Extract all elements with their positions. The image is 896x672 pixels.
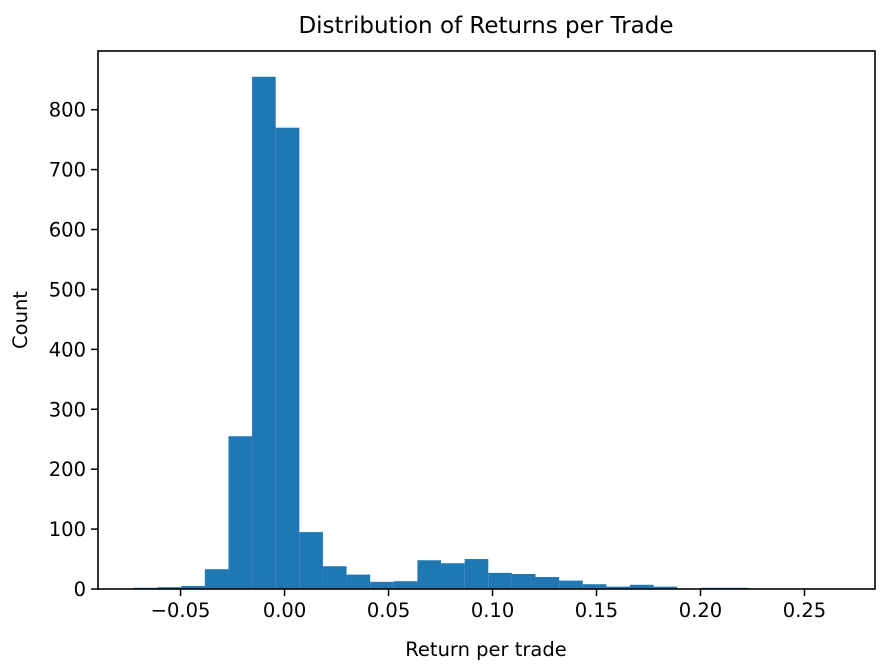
histogram-bar — [181, 586, 205, 589]
y-tick-label: 200 — [49, 458, 86, 481]
histogram-bar — [630, 584, 654, 589]
y-tick-label: 800 — [49, 99, 86, 122]
x-axis-label: Return per trade — [405, 638, 566, 661]
y-tick-label: 700 — [49, 159, 86, 182]
histogram-bar — [299, 532, 323, 589]
histogram-bar — [157, 587, 182, 589]
histogram-bar — [559, 580, 583, 589]
histogram-bar — [464, 559, 489, 589]
x-tick-label: 0.10 — [471, 599, 514, 622]
y-tick-label: 100 — [49, 518, 86, 541]
histogram-bar — [393, 581, 418, 589]
chart-title: Distribution of Returns per Trade — [298, 13, 673, 39]
histogram-bar — [370, 581, 394, 589]
histogram-bar — [346, 574, 371, 589]
histogram-bar — [488, 572, 512, 589]
histogram-bar — [322, 566, 347, 589]
histogram-bar — [441, 563, 465, 589]
histogram-bar — [582, 584, 607, 589]
y-tick-label: 500 — [49, 278, 86, 301]
histogram-bar — [204, 569, 229, 589]
y-tick-label: 0 — [74, 578, 86, 601]
y-tick-label: 600 — [49, 219, 86, 242]
y-axis-label: Count — [9, 291, 32, 349]
histogram-bar — [535, 577, 560, 589]
histogram-bar — [417, 560, 442, 589]
histogram-bar — [228, 436, 253, 589]
histogram-bar — [252, 76, 276, 589]
histogram-bar — [653, 586, 678, 589]
ticks-layer: −0.05 0.00 0.05 0.10 0.15 0.20 0.25 0 100 200 300 4… — [49, 99, 826, 622]
histogram-bar — [511, 574, 536, 589]
y-tick-label: 300 — [49, 398, 86, 421]
histogram-bar — [275, 127, 300, 589]
x-tick-label: 0.05 — [367, 599, 410, 622]
x-tick-label: 0.20 — [679, 599, 722, 622]
x-tick-label: 0.15 — [575, 599, 618, 622]
histogram-bar — [606, 586, 630, 589]
x-tick-label: 0.25 — [783, 599, 826, 622]
y-tick-label: 400 — [49, 338, 86, 361]
axes-frame — [97, 50, 876, 590]
x-tick-label: 0.00 — [263, 599, 306, 622]
x-tick-label: −0.05 — [151, 599, 211, 622]
bars-layer — [133, 76, 749, 589]
